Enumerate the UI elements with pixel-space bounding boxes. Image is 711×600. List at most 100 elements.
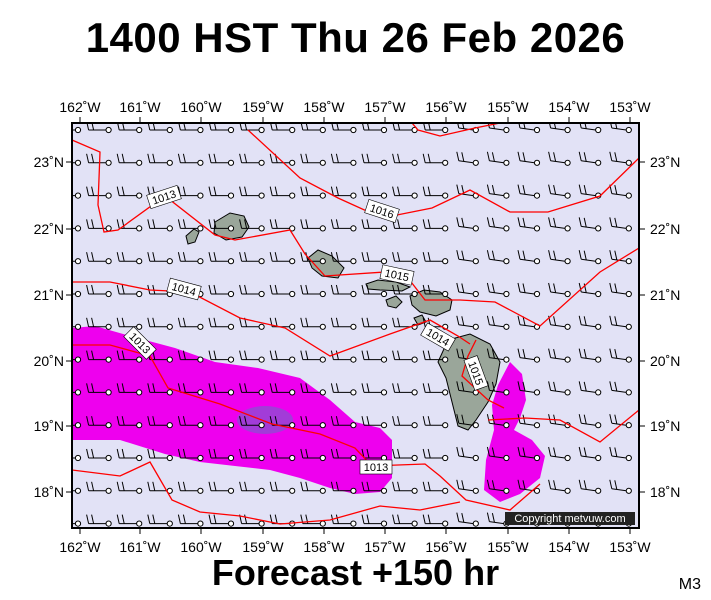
wind-barb: [208, 284, 235, 298]
wind-barb: [208, 514, 235, 527]
wind-barb: [116, 416, 143, 429]
lon-label-top: 162˚W: [59, 99, 101, 115]
wind-barb: [300, 481, 326, 494]
wind-barb: [609, 348, 632, 363]
wind-barb: [86, 317, 112, 330]
lon-label-top: 156˚W: [425, 99, 467, 115]
wind-barb: [517, 184, 541, 199]
lon-label-bottom: 158˚W: [303, 539, 345, 555]
wind-barb: [86, 186, 112, 199]
wind-barb: [147, 416, 173, 429]
precip-area-west: [72, 326, 392, 494]
wind-barb: [456, 414, 479, 429]
lat-label-right: 19˚N: [650, 418, 680, 434]
lat-label-left: 20˚N: [34, 353, 64, 369]
wind-barb: [208, 252, 235, 265]
wind-barb: [208, 448, 235, 462]
wind-barb: [300, 153, 326, 166]
wind-barb: [517, 348, 541, 363]
lon-label-top: 157˚W: [364, 99, 406, 115]
wind-barb: [177, 514, 204, 527]
lon-label-bottom: 153˚W: [609, 539, 651, 555]
wind-barb: [177, 350, 204, 363]
wind-barb: [116, 448, 143, 462]
wind-barb: [487, 123, 510, 134]
wind-barb: [269, 284, 296, 298]
wind-barb: [361, 186, 388, 199]
island-niihau: [185, 228, 200, 245]
wind-barb: [116, 186, 143, 199]
island-molokai: [365, 279, 412, 292]
wind-barb: [422, 252, 449, 265]
wind-barb: [116, 481, 143, 494]
lon-label-top: 159˚W: [242, 99, 284, 115]
wind-barb: [392, 416, 418, 429]
lon-label-top: 153˚W: [609, 99, 651, 115]
wind-barb: [578, 250, 602, 265]
wind-barb: [330, 186, 357, 199]
wind-barb: [456, 250, 479, 265]
wind-barb: [486, 250, 510, 265]
wind-barb: [177, 481, 204, 494]
lat-label-left: 21˚N: [34, 287, 64, 303]
wind-barb: [578, 348, 602, 363]
wind-barb: [208, 481, 235, 494]
isobar-north: [72, 139, 639, 327]
wind-barb: [178, 123, 204, 134]
wind-barb: [486, 381, 510, 396]
wind-barb: [86, 448, 112, 462]
isobar-1016: [247, 129, 639, 219]
wind-barb: [208, 153, 235, 166]
lat-labels-right: 23˚N 22˚N 21˚N 20˚N 19˚N 18˚N: [650, 154, 680, 500]
wind-barb: [86, 350, 112, 363]
wind-barb: [116, 383, 143, 396]
wind-barb: [208, 186, 235, 199]
wind-barb: [269, 383, 296, 396]
wind-barb: [147, 448, 173, 462]
wind-barb: [517, 151, 541, 166]
wind-barb: [609, 381, 632, 396]
lat-label-left: 19˚N: [34, 418, 64, 434]
wind-barb: [456, 151, 479, 166]
wind-barb: [609, 151, 632, 166]
wind-barb: [86, 416, 112, 429]
wind-barb: [239, 481, 265, 494]
wind-barb: [548, 479, 571, 494]
svg-text:1013: 1013: [364, 462, 388, 474]
wind-barb: [486, 414, 510, 429]
wind-barb: [392, 153, 418, 166]
wind-barb: [300, 416, 326, 429]
svg-text:1015: 1015: [384, 268, 410, 285]
wind-barb: [86, 383, 112, 396]
wind-barb: [517, 381, 541, 396]
wind-barb: [147, 514, 173, 527]
wind-barb: [456, 217, 479, 232]
precip-core: [237, 406, 293, 434]
wind-barb: [392, 284, 418, 298]
wind-barb: [269, 252, 296, 265]
wind-barb: [269, 186, 296, 199]
wind-barb: [392, 514, 418, 527]
wind-barb: [609, 217, 632, 232]
wind-barb: [578, 217, 602, 232]
wind-barb: [330, 350, 357, 363]
wind-barb: [422, 416, 449, 429]
wind-barb: [208, 317, 235, 330]
wind-barb: [239, 383, 265, 396]
wind-barb: [578, 282, 602, 298]
wind-barb: [208, 383, 235, 396]
lat-label-right: 20˚N: [650, 353, 680, 369]
lat-label-left: 18˚N: [34, 484, 64, 500]
wind-barb: [578, 479, 602, 494]
wind-barb: [239, 514, 265, 527]
wind-barb: [239, 448, 265, 462]
wind-barb: [548, 348, 571, 363]
wind-barb: [361, 153, 388, 166]
wind-barb: [361, 416, 388, 429]
wind-barb: [486, 446, 510, 462]
lon-label-bottom: 157˚W: [364, 539, 406, 555]
wind-barb: [548, 250, 571, 265]
wind-barb: [330, 416, 357, 429]
wind-barb: [86, 481, 112, 494]
